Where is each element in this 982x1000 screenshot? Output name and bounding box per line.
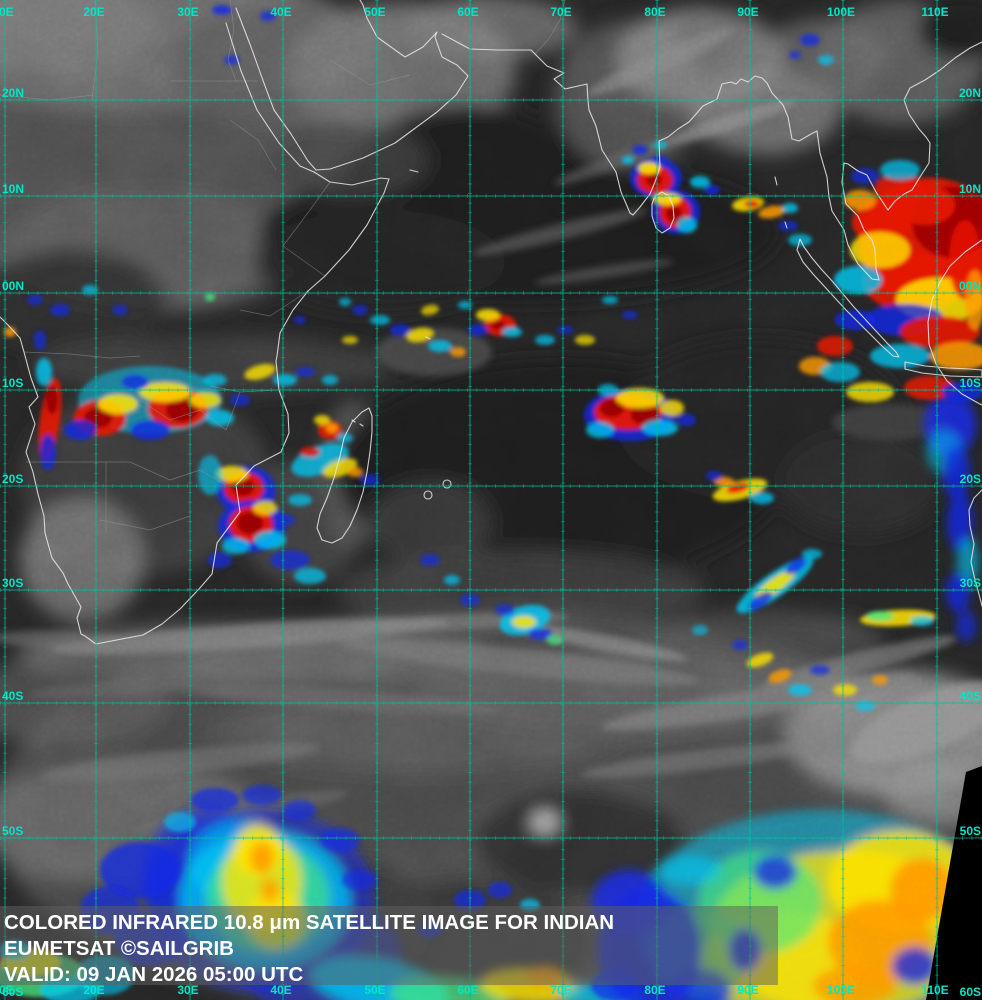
longitude-label: 30E — [177, 983, 198, 997]
latitude-label: 60S — [960, 985, 981, 999]
latitude-label: 50S — [960, 824, 981, 838]
border-line — [225, 391, 241, 431]
coastline — [225, 22, 315, 173]
longitude-label: 70E — [550, 983, 571, 997]
latitude-label: 60S — [2, 985, 23, 999]
image-credit: EUMETSAT ©SAILGRIB — [4, 937, 234, 960]
longitude-label: 10E — [0, 5, 14, 19]
border-line — [139, 399, 227, 431]
coastline — [351, 169, 788, 427]
longitude-label: 60E — [457, 5, 478, 19]
no-data-wedge — [926, 766, 982, 1000]
latitude-label: 30S — [2, 576, 23, 590]
border-line — [129, 461, 227, 486]
longitude-label: 10E — [0, 983, 14, 997]
coastline — [968, 489, 982, 607]
longitude-label: 40E — [270, 983, 291, 997]
coastline — [316, 407, 373, 544]
caption-background-band — [0, 906, 778, 985]
latitude-label: 10S — [2, 376, 23, 390]
text-overlay: COLORED INFRARED 10.8 μm SATELLITE IMAGE… — [0, 906, 778, 986]
latitude-label: 40S — [2, 689, 23, 703]
latitude-label: 30S — [960, 576, 981, 590]
coastline — [927, 239, 982, 406]
coastline — [651, 191, 675, 234]
longitude-label: 80E — [644, 5, 665, 19]
longitude-label: 60E — [457, 983, 478, 997]
border-line — [23, 351, 141, 359]
border-line — [229, 119, 277, 171]
longitude-label: 100E — [827, 5, 855, 19]
latitude-label: 20S — [960, 472, 981, 486]
longitude-label: 80E — [644, 983, 665, 997]
latitude-label: 10N — [959, 182, 981, 196]
coastline — [442, 479, 452, 489]
border-line — [329, 59, 411, 86]
longitude-label: 50E — [364, 983, 385, 997]
latitude-label: 00N — [959, 279, 981, 293]
coastline — [423, 490, 433, 500]
longitude-label: 20E — [83, 5, 104, 19]
longitude-label: 20E — [83, 983, 104, 997]
latitude-label: 20N — [959, 86, 981, 100]
longitude-label: 100E — [827, 983, 855, 997]
latitude-label: 50S — [2, 824, 23, 838]
longitude-label: 30E — [177, 5, 198, 19]
border-line — [99, 515, 191, 531]
border-line — [239, 290, 309, 317]
longitude-label: 110E — [921, 5, 948, 19]
border-line — [227, 0, 237, 82]
longitude-label: 50E — [364, 5, 385, 19]
longitude-label: 90E — [737, 5, 758, 19]
image-valid-time: VALID: 09 JAN 2026 05:00 UTC — [4, 963, 303, 986]
latitude-label: 10S — [960, 376, 981, 390]
coastline — [441, 33, 982, 281]
latitude-label: 10N — [2, 182, 24, 196]
longitude-label: 40E — [270, 5, 291, 19]
coastline — [235, 7, 317, 171]
latitude-label: 20S — [2, 472, 23, 486]
longitude-label: 70E — [550, 5, 571, 19]
country-borders — [0, 0, 566, 532]
latitude-label: 00N — [2, 279, 24, 293]
coastline — [796, 238, 900, 358]
longitude-label: 90E — [737, 983, 758, 997]
latitude-label: 40S — [960, 689, 981, 703]
longitude-label: 110E — [921, 983, 948, 997]
image-title: COLORED INFRARED 10.8 μm SATELLITE IMAGE… — [4, 911, 614, 934]
latitude-label: 20N — [2, 86, 24, 100]
